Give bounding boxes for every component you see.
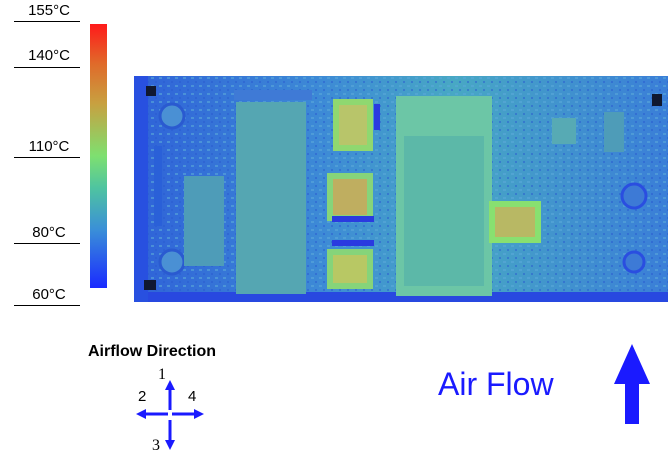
component-right-small-1 <box>552 118 576 144</box>
scale-label-155: 155°C <box>28 2 70 19</box>
thermal-image <box>134 76 668 302</box>
component-chip-row <box>234 90 312 100</box>
corner-mark-tl <box>146 86 156 96</box>
scale-label-140: 140°C <box>28 47 70 64</box>
component-circle-4 <box>622 250 646 274</box>
component-inductor-left <box>236 102 306 294</box>
scale-tick-60 <box>14 305 80 306</box>
scale-label-80: 80°C <box>32 224 66 241</box>
scale-tick-80 <box>14 243 80 244</box>
direction-label-2: 2 <box>138 388 147 405</box>
component-circle-2 <box>158 248 186 276</box>
scale-label-110: 110°C <box>28 138 70 155</box>
hotspot-2 <box>327 173 373 221</box>
hotspot-3 <box>489 201 541 243</box>
air-flow-arrow-icon <box>614 344 650 424</box>
direction-label-3: 3 <box>152 437 160 454</box>
component-left-block <box>184 176 224 266</box>
scale-tick-140 <box>14 67 80 68</box>
component-circle-3 <box>620 182 648 210</box>
corner-mark-bl <box>144 280 156 290</box>
hotspot-4 <box>327 249 373 289</box>
dark-bar-1 <box>332 216 374 222</box>
air-flow-label: Air Flow <box>438 366 554 402</box>
hotspot-1 <box>333 99 373 151</box>
direction-arrows-icon <box>136 380 204 450</box>
scale-tick-110 <box>14 157 80 158</box>
scale-label-60: 60°C <box>32 286 66 303</box>
dark-bar-2 <box>332 240 374 246</box>
airflow-direction-title: Airflow Direction <box>88 343 217 360</box>
component-left-strip <box>154 146 162 226</box>
component-right-block <box>404 136 484 286</box>
board-bottom-edge <box>134 292 668 302</box>
direction-label-4: 4 <box>188 388 197 405</box>
component-right-small-2 <box>604 112 624 152</box>
dark-bar-vertical <box>374 104 380 130</box>
temperature-colorbar <box>90 24 107 288</box>
direction-label-1: 1 <box>158 366 166 383</box>
scale-tick-155 <box>14 21 80 22</box>
board-left-edge <box>134 76 148 302</box>
component-circle-1 <box>158 102 186 130</box>
corner-mark-tr <box>652 94 662 106</box>
